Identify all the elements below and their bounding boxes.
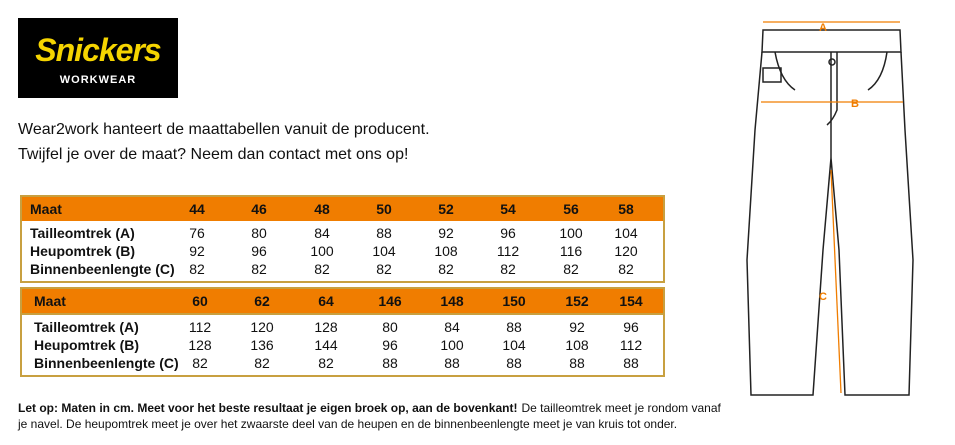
row-label: Tailleomtrek (A) [30,225,135,241]
table-row: Binnenbeenlengte (C) 82 82 82 88 88 88 88 88 [22,354,663,372]
value: 82 [438,261,454,277]
note-text: De tailleomtrek meet je rondom vanaf je … [18,401,721,431]
value: 84 [444,319,460,335]
size: 56 [563,201,579,217]
header-label: Maat [34,293,66,309]
row-label: Heupomtrek (B) [34,337,140,353]
value: 82 [314,261,330,277]
size: 46 [251,201,267,217]
size: 64 [318,293,334,309]
table-row: Heupomtrek (B) 128 136 144 96 100 104 108 112 [22,336,663,354]
size: 52 [438,201,454,217]
value: 92 [569,319,585,335]
value: 112 [188,319,212,335]
value: 144 [314,337,338,353]
size: 44 [189,201,205,217]
value: 108 [565,337,589,353]
intro-line: Twijfel je over de maat? Neem dan contac… [18,146,409,163]
value: 88 [623,355,639,371]
table-body: Tailleomtrek (A) 76 80 84 88 92 96 100 104 Heupom… [22,221,663,281]
value: 80 [251,225,267,241]
value: 128 [188,337,212,353]
value: 82 [254,355,270,371]
table-row: Tailleomtrek (A) 112 120 128 80 84 88 92 96 [22,318,663,336]
value: 88 [382,355,398,371]
table-body: Tailleomtrek (A) 112 120 128 80 84 88 92 96 Heupo… [22,315,663,375]
value: 82 [618,261,634,277]
dimension-label: C [819,291,827,303]
row-label: Heupomtrek (B) [30,243,136,259]
value: 104 [502,337,526,353]
value: 82 [500,261,516,277]
size: 50 [376,201,392,217]
size: 54 [500,201,516,217]
row-label: Binnenbeenlengte (C) [34,355,179,371]
table-row: Binnenbeenlengte (C) 82 82 82 82 82 82 82 82 [22,260,663,278]
value: 88 [444,355,460,371]
value: 82 [563,261,579,277]
table-row: Tailleomtrek (A) 76 80 84 88 92 96 100 104 [22,224,663,242]
value: 82 [376,261,392,277]
value: 108 [434,243,458,259]
size: 154 [619,293,643,309]
size-table: Maat 60 62 64 146 148 150 152 154 Tailleomtrek (A… [20,287,665,377]
row-label: Binnenbeenlengte (C) [30,261,175,277]
value: 96 [251,243,267,259]
logo: Snickers WORKWEAR [18,18,178,98]
dimension-label: B [851,98,859,110]
value: 100 [440,337,464,353]
value: 92 [438,225,454,241]
value: 120 [250,319,274,335]
value: 88 [506,319,522,335]
value: 96 [500,225,516,241]
value: 104 [372,243,396,259]
value: 128 [314,319,338,335]
value: 136 [250,337,274,353]
table-row: Heupomtrek (B) 92 96 100 104 108 112 116 120 [22,242,663,260]
pants-diagram: A B C [746,21,914,396]
header-row: Maat 60 62 64 146 148 150 152 154 [22,289,663,315]
size: 58 [618,201,634,217]
size: 60 [192,293,208,309]
intro-line: Wear2work hanteert de maattabellen vanui… [18,121,430,138]
value: 76 [189,225,205,241]
value: 80 [382,319,398,335]
dimension-label: A [819,22,827,34]
value: 100 [559,225,583,241]
value: 88 [506,355,522,371]
tagline: WORKWEAR [59,74,137,86]
size: 146 [378,293,402,309]
size: 48 [314,201,330,217]
value: 82 [318,355,334,371]
value: 82 [192,355,208,371]
row-label: Tailleomtrek (A) [34,319,139,335]
value: 92 [189,243,205,259]
size: 150 [502,293,526,309]
size: 62 [254,293,270,309]
size: 152 [565,293,589,309]
brand: Snickers [35,32,161,68]
value: 100 [310,243,334,259]
value: 112 [496,243,520,259]
value: 116 [559,243,583,259]
value: 88 [376,225,392,241]
value: 88 [569,355,585,371]
header-row: Maat 44 46 48 50 52 54 56 58 [22,197,663,221]
value: 96 [623,319,639,335]
note-bold: Let op: Maten in cm. Meet voor het beste… [18,401,518,415]
size-table: Maat 44 46 48 50 52 54 56 58 Tailleomtrek (A) 76 80… [20,195,665,283]
value: 82 [251,261,267,277]
value: 120 [614,243,638,259]
value: 96 [382,337,398,353]
header-label: Maat [30,201,62,217]
note: Let op: Maten in cm. Meet voor het beste… [18,400,733,432]
value: 84 [314,225,330,241]
size: 148 [440,293,464,309]
value: 82 [189,261,205,277]
value: 104 [614,225,638,241]
value: 112 [619,337,643,353]
